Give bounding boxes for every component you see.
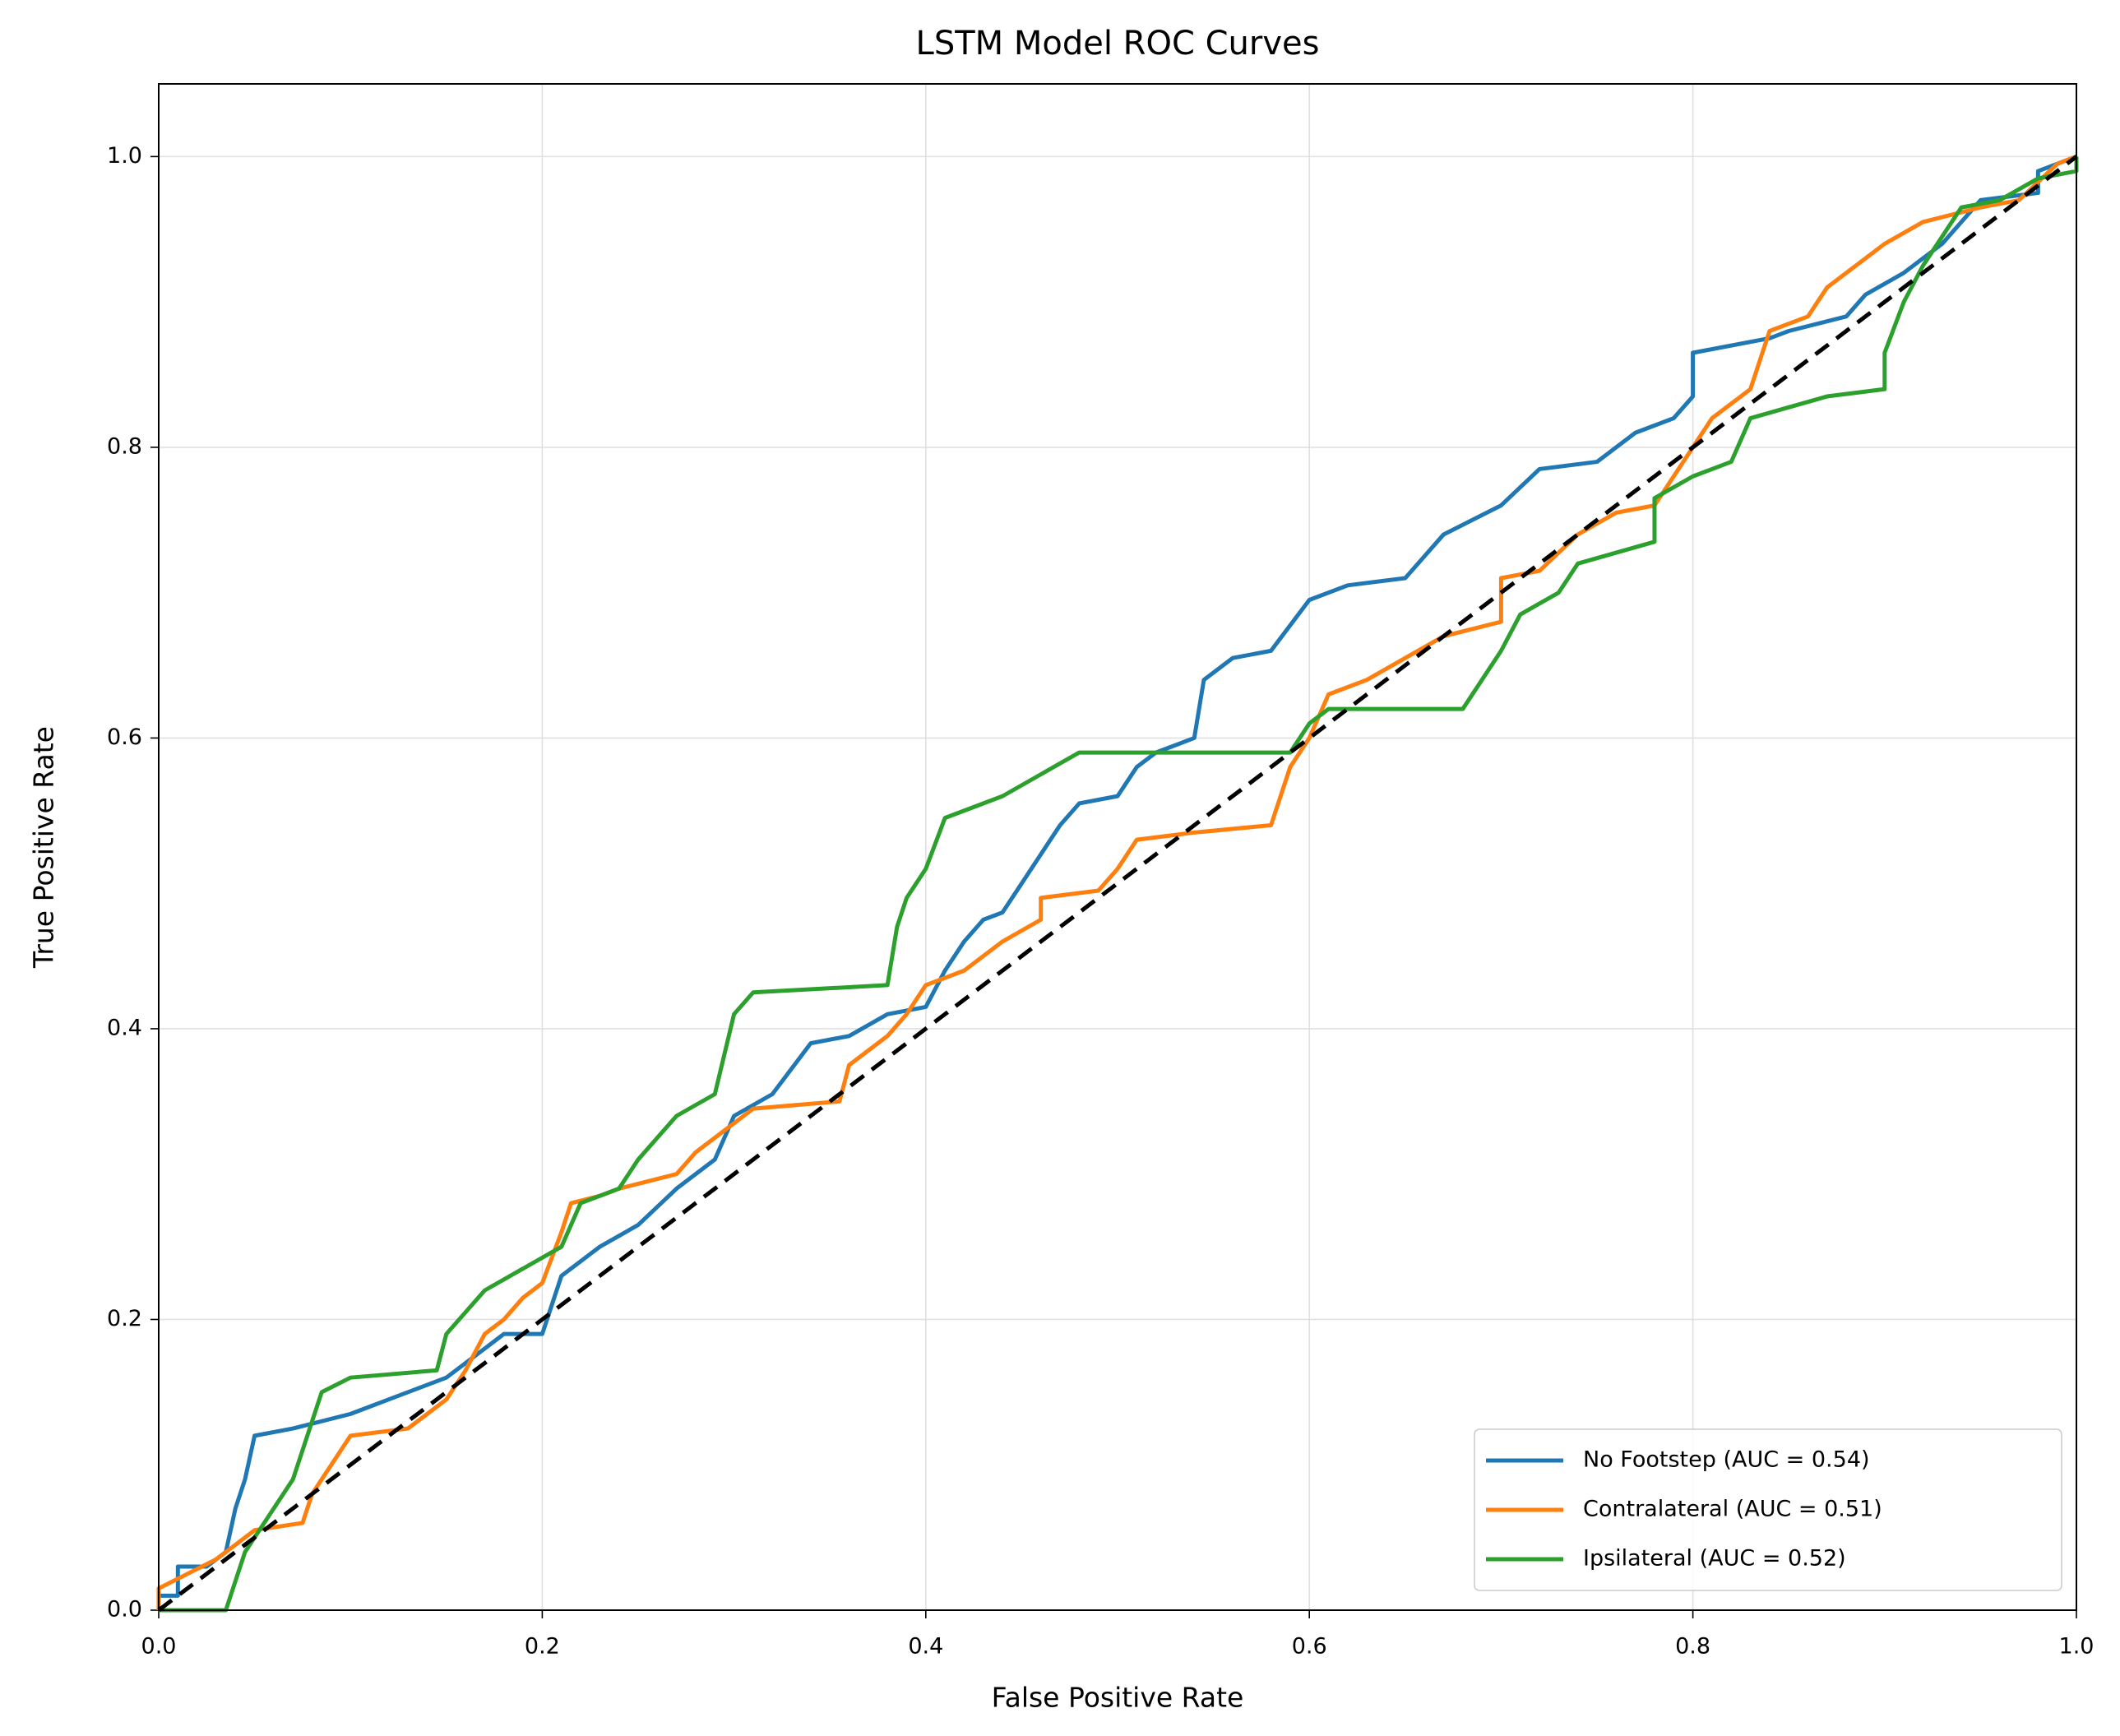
x-tick-label: 0.6 <box>1292 1634 1327 1660</box>
roc-line <box>156 155 2077 1610</box>
legend: No Footstep (AUC = 0.54) Contralateral (A… <box>1474 1428 2062 1591</box>
legend-box <box>1474 1428 2062 1591</box>
y-tick-label: 0.6 <box>107 724 142 750</box>
roc-line <box>159 156 2079 1613</box>
y-tick-label: 1.0 <box>107 143 142 169</box>
plot-frame <box>158 83 2077 1611</box>
roc-line <box>156 155 2077 1610</box>
legend-label: Contralateral (AUC = 0.51) <box>1583 1497 1882 1522</box>
x-tick-label: 0.2 <box>525 1634 560 1660</box>
y-axis-label: True Positive Rate <box>28 726 60 969</box>
x-tick-label: 0.4 <box>908 1634 943 1660</box>
x-axis-label: False Positive Rate <box>992 1682 1244 1714</box>
diagonal-line <box>157 155 2078 1612</box>
legend-label: Ipsilateral (AUC = 0.52) <box>1583 1546 1846 1572</box>
chart-title: LSTM Model ROC Curves <box>916 25 1320 62</box>
legend-label: No Footstep (AUC = 0.54) <box>1583 1447 1870 1473</box>
y-tick-label: 0.8 <box>107 433 142 459</box>
y-tick-label: 0.0 <box>107 1597 142 1623</box>
x-tick-label: 1.0 <box>2059 1634 2095 1660</box>
x-tick-label: 0.8 <box>1675 1634 1710 1660</box>
y-tick-label: 0.4 <box>107 1015 142 1040</box>
x-tick-label: 0.0 <box>141 1634 177 1660</box>
y-tick-label: 0.2 <box>107 1306 142 1331</box>
